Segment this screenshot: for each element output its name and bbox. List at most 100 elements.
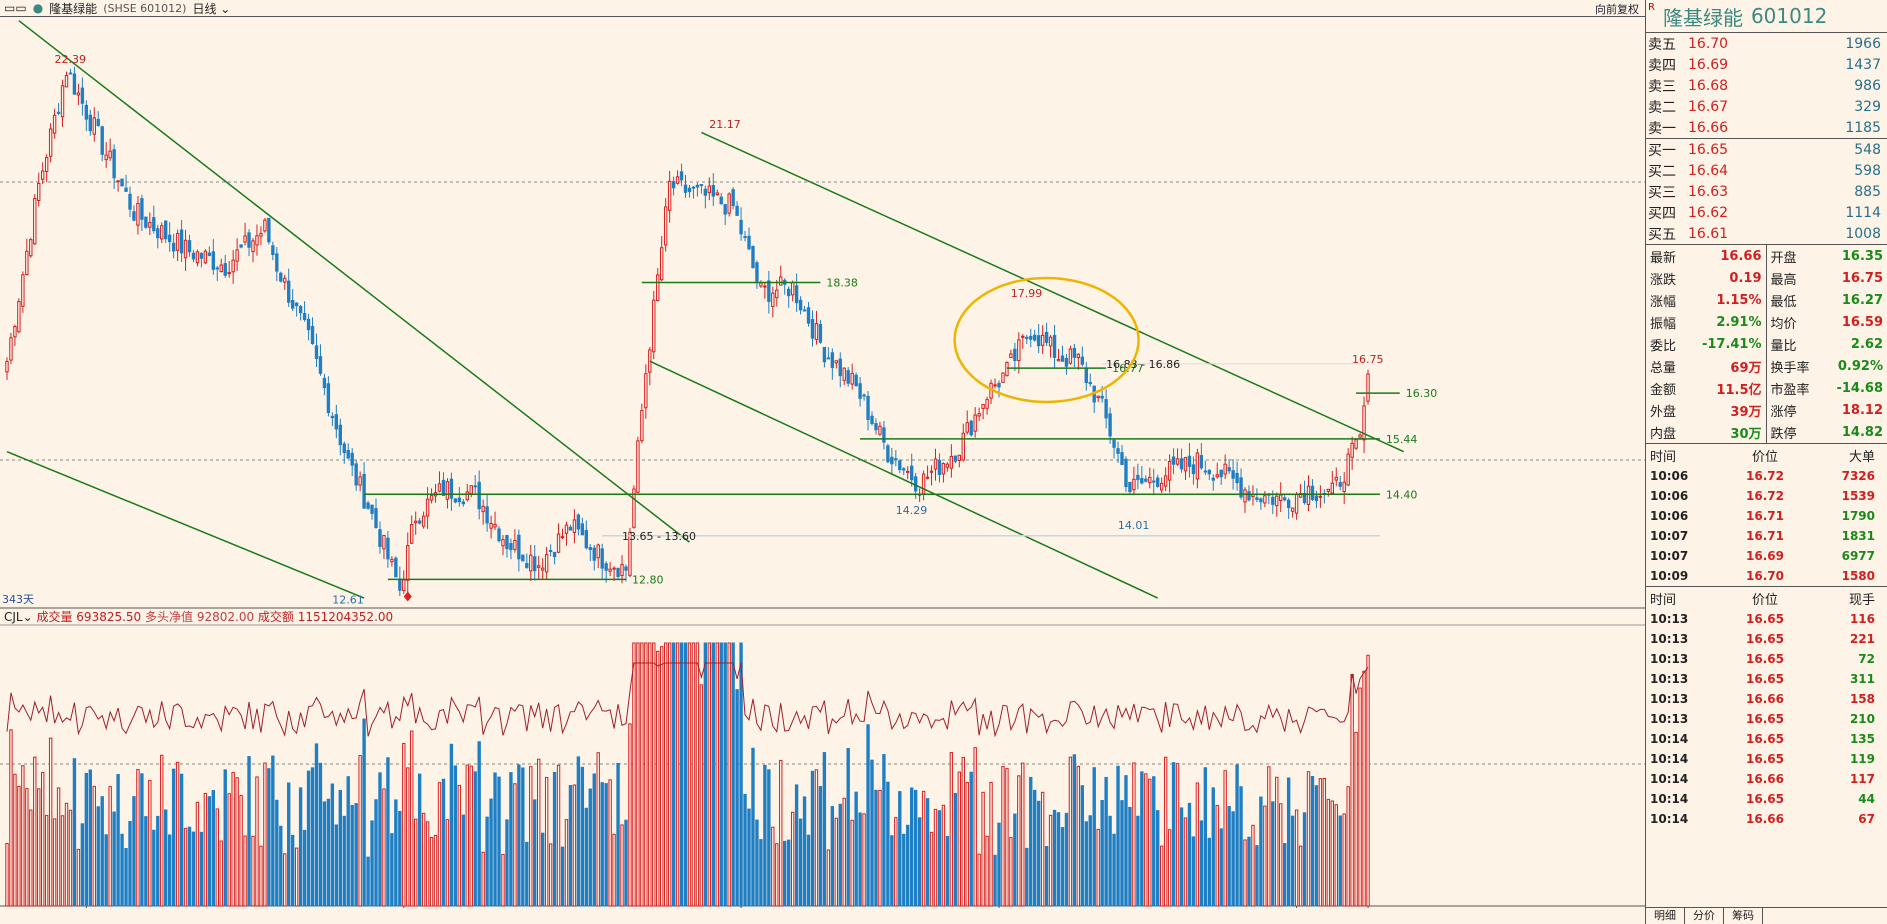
- candle-body: [902, 468, 906, 471]
- candle-body: [818, 323, 823, 343]
- candle-body: [120, 178, 124, 187]
- list-row: 10:14 16.66 117: [1646, 769, 1887, 789]
- volume-bar: [310, 767, 315, 907]
- header-qty: 现手: [1848, 592, 1875, 608]
- candle-body: [838, 358, 842, 377]
- volume-bar: [124, 848, 128, 907]
- volume-bar: [414, 818, 418, 907]
- candle-body: [493, 523, 497, 528]
- candle-body: [183, 239, 188, 259]
- candle-body: [580, 523, 585, 536]
- volume-bar: [509, 772, 513, 907]
- candle-body: [1088, 382, 1092, 385]
- period-selector[interactable]: 日线 ⌄: [192, 1, 231, 16]
- quote-value: 16.75: [1841, 270, 1883, 286]
- quote-key: 涨跌: [1650, 272, 1677, 288]
- volume-bar: [751, 747, 755, 907]
- volume-bar: [1175, 763, 1180, 907]
- tab-0[interactable]: 明细: [1646, 908, 1685, 924]
- candle-body: [846, 370, 850, 384]
- volume-bar: [175, 761, 180, 907]
- volume-bar: [1112, 833, 1116, 907]
- candle-body: [1215, 474, 1219, 478]
- volume-bar: [239, 794, 243, 907]
- candle-body: [687, 187, 692, 193]
- candle-body: [394, 557, 398, 578]
- quote-cell: 外盘 39万: [1646, 399, 1767, 421]
- volume-bar: [1267, 766, 1271, 907]
- volume-bar: [989, 781, 993, 907]
- candle-body: [1040, 334, 1045, 346]
- candle-body: [44, 156, 49, 172]
- candle-body: [1286, 499, 1291, 509]
- row-time: 10:13: [1650, 632, 1689, 646]
- list-row: 10:13 16.65 116: [1646, 609, 1887, 629]
- volume-bar: [1227, 806, 1231, 907]
- restore-button[interactable]: 向前复权: [1595, 3, 1639, 16]
- price-extreme-label: 17.99: [1011, 287, 1043, 300]
- stock-dot-icon: ●: [32, 1, 44, 15]
- tab-1[interactable]: 分价: [1685, 908, 1724, 924]
- candle-body: [1001, 372, 1005, 383]
- volume-bar: [294, 847, 299, 907]
- volume-bar: [660, 646, 664, 907]
- order-volume: 329: [1854, 98, 1881, 115]
- candle-body: [1290, 507, 1295, 512]
- candle-body: [84, 104, 89, 120]
- volume-bar: [763, 764, 767, 907]
- candle-body: [334, 414, 339, 430]
- volume-bar: [806, 834, 811, 907]
- volume-bar: [1048, 814, 1053, 907]
- list-row: 10:13 16.65 210: [1646, 709, 1887, 729]
- candle-body: [191, 252, 196, 260]
- menu-icon[interactable]: ▭▭: [4, 1, 27, 15]
- candle-body: [338, 424, 342, 446]
- price-extreme-label: 12.61: [332, 594, 364, 607]
- volume-bar: [322, 801, 327, 907]
- volume-bar: [1330, 800, 1334, 907]
- list-row: 10:13 16.65 72: [1646, 649, 1887, 669]
- quote-cell: 涨幅 1.15%: [1646, 289, 1767, 311]
- row-qty: 311: [1849, 672, 1875, 686]
- candle-body: [25, 250, 29, 275]
- candle-body: [1298, 492, 1303, 498]
- candle-body: [1366, 373, 1370, 402]
- candle-body: [445, 481, 450, 500]
- candle-body: [1163, 475, 1168, 487]
- highlight-circle: [953, 276, 1140, 404]
- volume-bar: [449, 743, 454, 907]
- volume-bar: [386, 757, 390, 907]
- volume-bar: [374, 799, 378, 907]
- volume-bar: [683, 642, 688, 907]
- volume-bar: [1215, 804, 1219, 907]
- candle-body: [1140, 478, 1144, 484]
- candle-body: [652, 299, 656, 353]
- volume-bar: [937, 810, 942, 907]
- tab-2[interactable]: 筹码: [1724, 908, 1763, 924]
- volume-bar: [203, 792, 208, 907]
- price-extreme-label: 16.75: [1352, 353, 1384, 366]
- header-price: 价位: [1751, 449, 1778, 465]
- volume-bar: [148, 780, 152, 907]
- volume-bar: [318, 762, 323, 907]
- volume-bar: [1171, 762, 1176, 907]
- volume-bar: [1219, 828, 1223, 907]
- candle-body: [584, 529, 589, 549]
- volume-bar: [1191, 836, 1196, 907]
- volume-bar: [548, 843, 553, 907]
- candle-body: [675, 176, 680, 184]
- volume-bar: [1203, 767, 1208, 907]
- volume-bar: [1124, 775, 1128, 907]
- volume-bar: [298, 787, 303, 907]
- volume-bar: [167, 834, 172, 907]
- row-qty: 119: [1849, 752, 1875, 766]
- candle-body: [112, 149, 116, 179]
- volume-bar: [1144, 773, 1148, 907]
- order-row: 卖一 16.66 1185: [1646, 117, 1887, 139]
- volume-bar: [1076, 765, 1081, 907]
- order-volume: 1437: [1845, 56, 1881, 73]
- quote-key: 最新: [1650, 250, 1677, 266]
- order-price: 16.64: [1688, 162, 1729, 179]
- quote-key: 量比: [1770, 338, 1797, 354]
